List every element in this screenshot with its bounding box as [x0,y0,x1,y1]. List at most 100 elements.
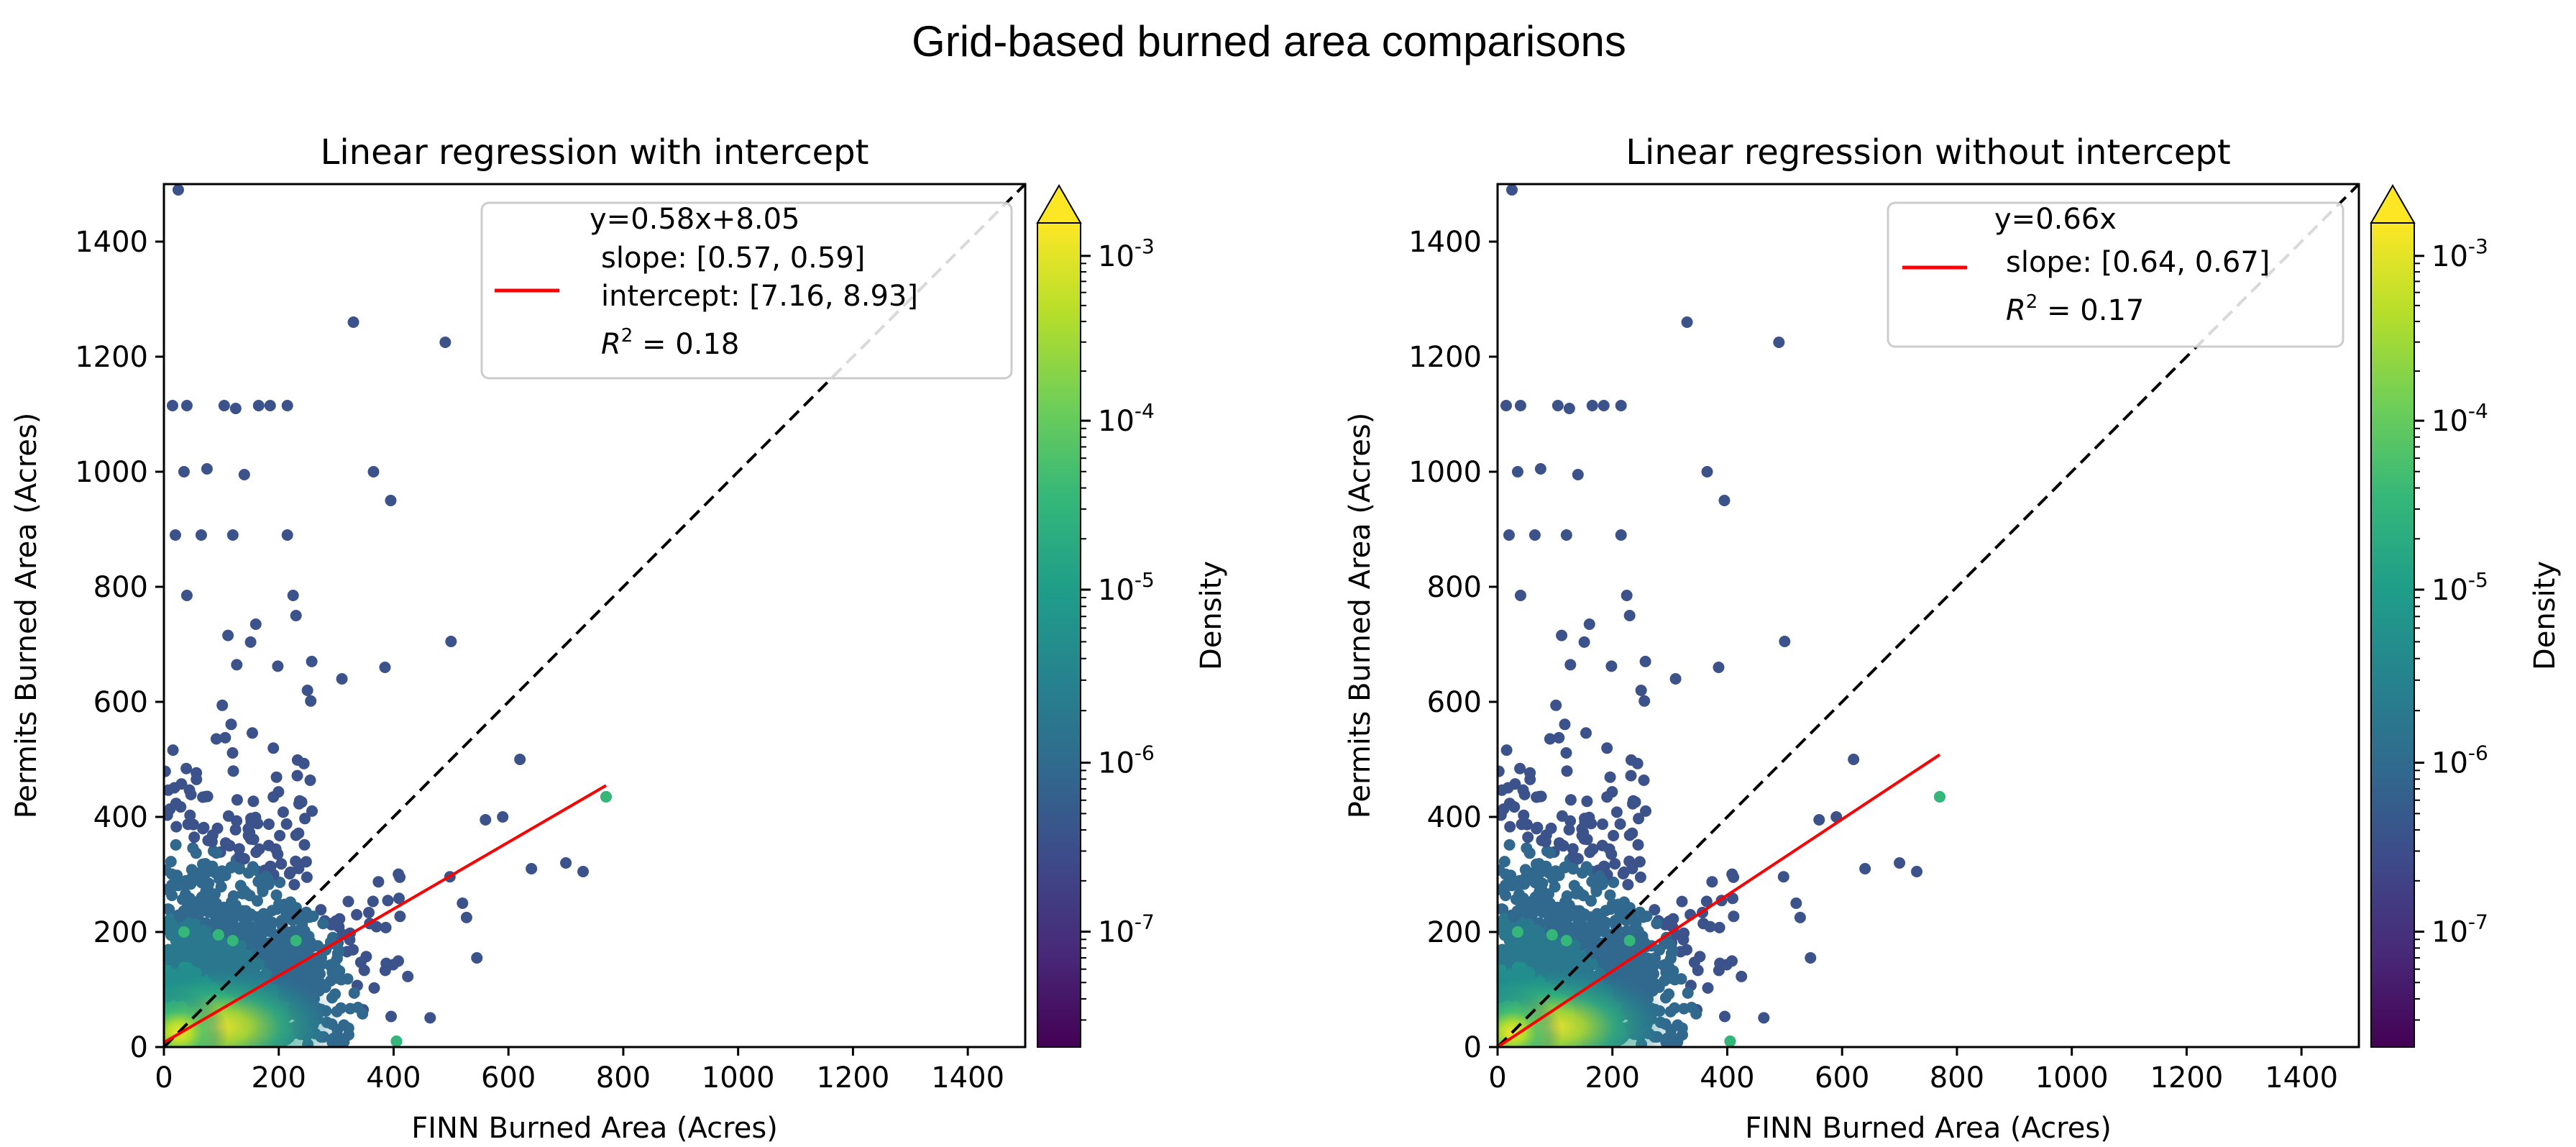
data-point [1500,400,1512,411]
data-point [1534,463,1546,475]
data-point [164,903,174,915]
data-point-high-density [1623,935,1636,946]
data-point [1520,871,1532,883]
data-point [267,742,280,754]
data-point [1544,733,1556,745]
data-point [1572,853,1584,865]
data-point [497,811,509,823]
data-point [1601,742,1613,754]
data-point [164,765,171,777]
data-point [264,917,275,929]
data-point [287,590,299,601]
data-point [1551,400,1564,411]
data-point-high-density [1546,929,1558,941]
data-point [1585,895,1597,907]
panel-title: Linear regression with intercept [321,132,869,173]
data-point [195,529,207,541]
data-point [1498,809,1507,821]
data-point [1563,899,1575,911]
legend-box [480,201,1013,380]
legend-slope: slope: [0.64, 0.67] [2006,246,2270,279]
x-tick-label: 400 [366,1061,421,1095]
data-point-high-density [226,935,239,946]
data-point [300,856,312,868]
data-point [226,747,239,759]
data-point [1649,978,1661,990]
data-point [1614,818,1626,830]
colorbar-extend-arrow [1036,183,1082,224]
data-point [1505,184,1518,196]
data-point [382,895,394,907]
data-point [283,868,295,879]
data-point [1544,897,1556,910]
data-point [280,909,293,921]
data-point [1848,754,1860,765]
x-tick-label: 1200 [2150,1061,2224,1095]
data-point [367,895,379,908]
data-point [188,818,199,831]
data-point [216,865,228,877]
data-point [1543,919,1555,931]
y-tick-label: 1000 [1408,456,1482,489]
data-point [183,892,196,905]
data-point [1638,774,1650,786]
data-point [1553,837,1565,849]
legend-r2: R2 = 0.17 [2006,291,2144,327]
data-point [1572,469,1584,480]
data-point [1704,920,1716,933]
data-point [1498,884,1504,895]
data-point [263,818,275,831]
data-point [281,400,293,411]
data-point [247,727,258,739]
data-point [1604,771,1616,783]
data-point [268,952,280,964]
data-point [233,843,245,855]
data-point [1598,917,1609,929]
y-tick-label: 1200 [1408,341,1482,374]
data-point [1518,809,1530,821]
data-point [164,949,170,961]
y-tick-label: 1400 [75,226,148,259]
data-point [1701,466,1713,477]
data-point [1515,903,1527,915]
data-point [1580,817,1592,829]
data-point [219,837,232,849]
data-point [1678,927,1690,939]
data-point [1514,590,1526,601]
colorbar-tick-label: 10-7 [2431,910,2488,949]
data-point [180,590,193,601]
data-point [231,659,243,671]
data-point [1531,951,1543,963]
legend-equation: y=0.66x [1994,203,2117,236]
x-tick-label: 400 [1700,1061,1754,1095]
data-point [1498,949,1504,961]
data-point [293,827,305,839]
data-point [1633,856,1646,868]
data-point [304,774,316,786]
data-point [1614,909,1626,921]
data-point [1583,618,1595,630]
data-point-high-density [1511,926,1523,938]
data-point [1582,931,1594,943]
colorbar: 10-3 10-4 10-5 10-6 10-7 Density [1036,183,1228,1048]
data-point [184,809,196,821]
data-point [172,184,184,196]
y-tick-label: 0 [1464,1031,1482,1064]
data-point [471,952,483,964]
data-point [1521,928,1533,941]
data-point [514,754,526,765]
legend-intercept: intercept: [7.16, 8.93] [601,280,918,313]
colorbar-gradient [2370,222,2415,1048]
data-point [329,988,342,1000]
data-point [205,861,217,873]
data-point [1559,862,1571,874]
data-point [480,814,492,826]
data-point [169,529,181,541]
data-point-high-density [1560,935,1572,946]
data-point [1500,879,1513,892]
data-point [1539,861,1551,873]
data-point [306,655,318,667]
x-tick-label: 800 [1930,1061,1984,1095]
panel-without-intercept: Linear regression without intercept 0 200… [1344,132,2562,1145]
